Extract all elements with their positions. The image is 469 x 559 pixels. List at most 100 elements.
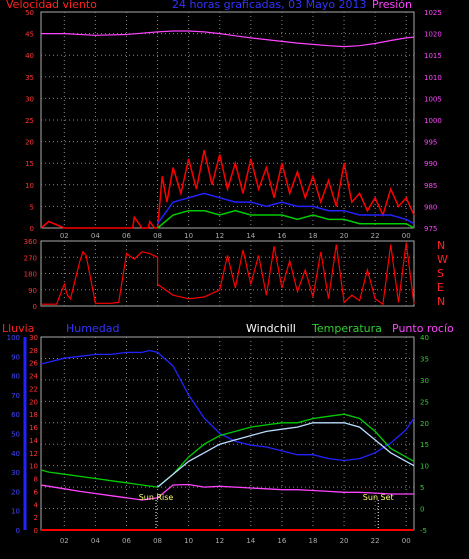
- y-tick-label: 30: [420, 377, 429, 385]
- x-tick-label: 08: [153, 537, 162, 545]
- x-tick-label: 00: [402, 537, 411, 545]
- y-tick-label: 2: [34, 514, 38, 522]
- x-tick-label: 04: [91, 537, 100, 545]
- y-tick-label: 14: [29, 437, 38, 445]
- y-tick-label: 40: [25, 52, 34, 60]
- series-line-viento-medio: [156, 192, 415, 225]
- y-tick-label: 100: [7, 334, 20, 342]
- y-tick-label: 40: [11, 450, 20, 458]
- y-tick-label: 10: [420, 463, 429, 471]
- series-line-viento: [157, 209, 415, 229]
- panel2-left-tick-labels: 0 90 180 270 360: [24, 238, 37, 311]
- y-tick-label: 16: [29, 424, 38, 432]
- y-tick-label: 0: [34, 527, 38, 535]
- y-tick-label: 5: [420, 484, 424, 492]
- x-tick-label: 20: [340, 537, 349, 545]
- y-tick-label: 4: [34, 501, 39, 509]
- y-tick-label: 990: [424, 160, 437, 168]
- humidity-axis-title: Humedad: [66, 322, 119, 335]
- pressure-axis-title: Presión: [372, 0, 412, 11]
- series-line-windchill: [157, 422, 415, 488]
- y-tick-label: 12: [29, 450, 38, 458]
- y-tick-label: 45: [25, 31, 34, 39]
- y-tick-label: 25: [25, 117, 34, 125]
- panel1-grid: [41, 12, 414, 228]
- y-tick-label: 10: [11, 508, 20, 516]
- panel2-grid: [41, 241, 414, 306]
- y-tick-label: 270: [24, 254, 37, 262]
- x-tick-label: 18: [309, 232, 318, 240]
- y-tick-label: 0: [30, 225, 34, 233]
- series-line-presi-n: [41, 30, 415, 48]
- panel1-left-tick-labels: 0 5 10 15 20 25 30 35 40 45 50: [25, 9, 34, 233]
- x-tick-label: 12: [215, 232, 224, 240]
- y-tick-label: 20: [29, 398, 38, 406]
- y-tick-label: 0: [33, 303, 37, 311]
- x-tick-label: 04: [91, 232, 100, 240]
- dewpoint-axis-title: Punto rocío: [392, 322, 454, 335]
- x-tick-label: 10: [184, 537, 193, 545]
- y-tick-label: -5: [420, 527, 427, 535]
- x-tick-label: 08: [153, 232, 162, 240]
- panel3-right-tick-labels: -5 0 5 10 15 20 25 30 35 40: [420, 334, 429, 535]
- compass-label: E: [437, 281, 444, 294]
- y-tick-label: 0: [420, 506, 424, 514]
- y-tick-label: 25: [420, 398, 429, 406]
- y-tick-label: 30: [25, 95, 34, 103]
- y-tick-label: 10: [29, 463, 38, 471]
- y-tick-label: 5: [30, 203, 34, 211]
- y-tick-label: 995: [424, 139, 437, 147]
- y-tick-label: 1015: [424, 52, 442, 60]
- series-line-punto-roc-o: [40, 483, 414, 501]
- y-tick-label: 60: [11, 411, 20, 419]
- y-tick-label: 22: [29, 385, 38, 393]
- x-tick-label: 06: [122, 537, 131, 545]
- y-tick-label: 0: [16, 527, 20, 535]
- panel1-series: [40, 30, 415, 229]
- y-tick-label: 35: [420, 355, 429, 363]
- x-tick-label: 22: [371, 537, 380, 545]
- chart-title: 24 horas graficadas, 03 Mayo 2013: [172, 0, 367, 11]
- panel1-x-tick-labels: 02 04 06 08 10 12 14 16 18 20 22 00: [60, 232, 411, 240]
- x-tick-label: 20: [340, 232, 349, 240]
- y-tick-label: 10: [25, 182, 34, 190]
- x-tick-label: 14: [246, 537, 255, 545]
- y-tick-label: 1010: [424, 74, 442, 82]
- compass-label: S: [437, 267, 444, 280]
- x-tick-label: 02: [60, 537, 69, 545]
- compass-label: N: [437, 239, 445, 252]
- series-line-direcci-n-viento: [41, 242, 415, 306]
- y-tick-label: 26: [29, 360, 38, 368]
- y-tick-label: 35: [25, 74, 34, 82]
- y-tick-label: 980: [424, 203, 437, 211]
- compass-label: N: [437, 295, 445, 308]
- temperature-axis-title: Temperatura: [311, 322, 382, 335]
- x-tick-label: 02: [60, 232, 69, 240]
- y-tick-label: 975: [424, 225, 437, 233]
- series-line-temperatura: [40, 413, 415, 488]
- x-tick-label: 16: [277, 537, 286, 545]
- wind-speed-axis-title: Velocidad viento: [6, 0, 97, 11]
- y-tick-label: 20: [25, 139, 34, 147]
- y-tick-label: 90: [11, 353, 20, 361]
- y-tick-label: 1020: [424, 31, 442, 39]
- y-tick-label: 1025: [424, 9, 442, 17]
- y-tick-label: 180: [24, 271, 37, 279]
- x-tick-label: 14: [246, 232, 255, 240]
- y-tick-label: 15: [25, 160, 34, 168]
- y-tick-label: 360: [24, 238, 37, 246]
- x-tick-label: 16: [277, 232, 286, 240]
- sun-marker-label: Sun Set: [363, 493, 394, 502]
- y-tick-label: 24: [29, 373, 38, 381]
- y-tick-label: 40: [420, 334, 429, 342]
- panel2-series: [41, 242, 415, 306]
- x-tick-label: 12: [215, 537, 224, 545]
- sun-marker-label: Sun Rise: [139, 493, 174, 502]
- y-tick-label: 50: [11, 431, 20, 439]
- panel3-humidity-tick-labels: 0 10 20 30 40 50 60 70 80 90 100: [7, 334, 20, 535]
